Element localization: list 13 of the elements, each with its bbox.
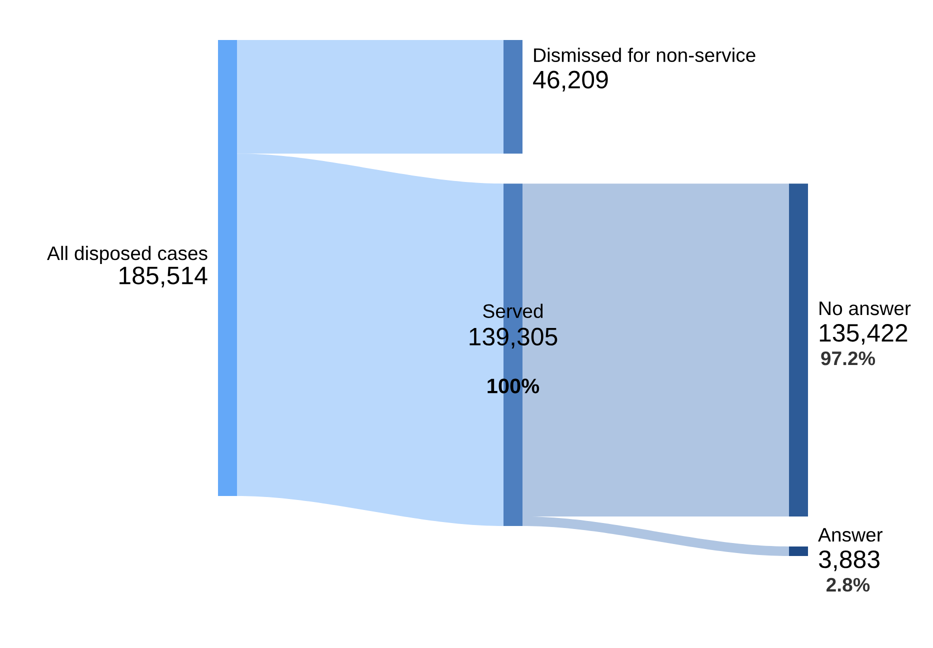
category-label: Dismissed for non-service	[534, 48, 756, 62]
category-label: All disposed cases	[47, 246, 208, 264]
text: 2.8%	[826, 578, 870, 592]
data-label: 46,209	[533, 70, 608, 92]
category-label: Answer	[818, 528, 883, 542]
data-label: 139,305	[470, 328, 558, 348]
data-label: 185,514	[120, 266, 208, 288]
category-label: Served	[483, 304, 543, 318]
text: 97.2%	[821, 351, 876, 366]
text: 100%	[488, 378, 540, 394]
data-label: 135,422	[820, 324, 908, 345]
category-label: No answer	[820, 302, 911, 316]
data-label: 3,883	[818, 550, 880, 572]
